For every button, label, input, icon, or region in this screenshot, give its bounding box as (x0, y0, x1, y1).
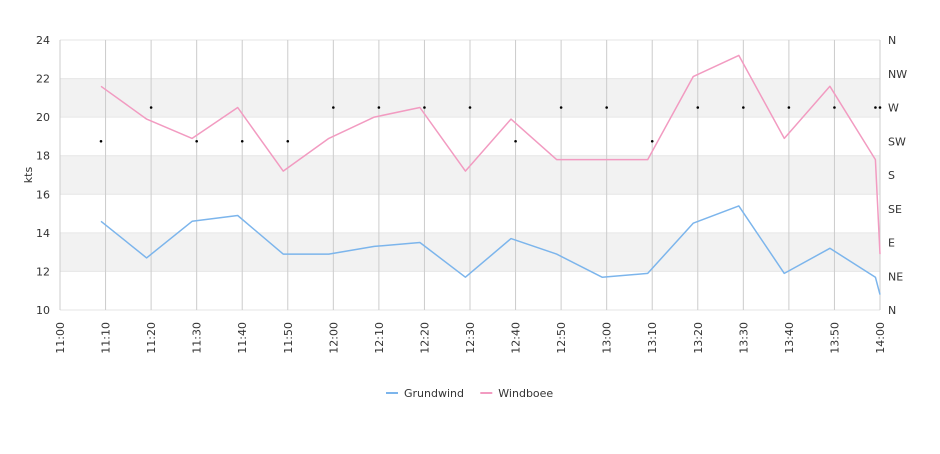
right-tick-label: SW (888, 135, 906, 148)
direction-marker (423, 106, 426, 109)
x-tick-label: 12:40 (510, 322, 523, 354)
legend: Grundwind Windboee (386, 387, 553, 400)
direction-marker (99, 139, 103, 143)
right-tick-label: W (888, 102, 899, 115)
x-axis-ticks: 11:00 11:10 11:20 11:30 11:40 11:50 12:00 12:10… (54, 322, 887, 354)
x-tick-label: 14:00 (874, 322, 887, 354)
x-tick-label: 12:10 (373, 322, 386, 354)
direction-marker (742, 106, 745, 109)
x-tick-label: 11:50 (282, 322, 295, 354)
x-tick-label: 11:40 (236, 322, 249, 354)
direction-marker (696, 106, 700, 109)
series-line-grundwind (100, 205, 881, 295)
y-tick-label: 12 (36, 265, 50, 278)
vertical-gridlines (59, 40, 881, 310)
y-tick-label: 20 (36, 111, 50, 124)
legend-label: Grundwind (404, 387, 464, 400)
right-axis-ticks: N NE E SE S SW W NW N (888, 34, 907, 317)
direction-marker (605, 106, 608, 109)
direction-marker (468, 106, 472, 109)
x-tick-label: 11:20 (145, 322, 158, 354)
direction-marker (332, 106, 335, 109)
right-tick-label: N (888, 34, 896, 47)
y-axis-label: kts (22, 167, 35, 184)
right-tick-label: NW (888, 68, 907, 81)
x-tick-label: 11:10 (100, 322, 113, 354)
legend-label: Windboee (498, 387, 553, 400)
right-tick-label: NE (888, 270, 903, 283)
direction-marker (833, 106, 836, 109)
x-tick-label: 11:30 (191, 322, 204, 354)
direction-marker (377, 106, 381, 109)
x-tick-label: 13:40 (783, 322, 796, 354)
direction-marker (559, 106, 563, 109)
direction-marker (514, 139, 517, 143)
x-tick-label: 12:20 (418, 322, 431, 354)
x-tick-label: 12:50 (555, 322, 568, 354)
direction-marker (149, 106, 153, 109)
x-tick-label: 12:30 (464, 322, 477, 354)
y-tick-label: 18 (36, 150, 50, 163)
series-lines (100, 54, 881, 295)
direction-marker (195, 139, 198, 143)
x-tick-label: 13:10 (646, 322, 659, 354)
direction-marker (878, 106, 882, 109)
x-tick-label: 13:00 (601, 322, 614, 354)
x-tick-label: 13:50 (828, 322, 841, 354)
y-tick-label: 10 (36, 304, 50, 317)
right-tick-label: S (888, 169, 895, 182)
direction-markers (99, 106, 882, 143)
y-tick-label: 24 (36, 34, 50, 47)
x-tick-label: 12:00 (327, 322, 340, 354)
x-tick-label: 13:20 (692, 322, 705, 354)
x-tick-label: 11:00 (54, 322, 67, 354)
y-tick-label: 16 (36, 188, 50, 201)
right-tick-label: N (888, 304, 896, 317)
right-tick-label: E (888, 237, 895, 250)
y-axis-ticks: 10 12 14 16 18 20 22 24 (36, 34, 50, 317)
series-line-windboee (100, 54, 881, 255)
direction-marker (787, 106, 791, 109)
y-tick-label: 22 (36, 73, 50, 86)
direction-marker (874, 106, 877, 109)
y-tick-label: 14 (36, 227, 50, 240)
direction-marker (650, 139, 654, 143)
right-tick-label: SE (888, 203, 902, 216)
direction-marker (240, 139, 244, 143)
x-tick-label: 13:30 (737, 322, 750, 354)
direction-marker (286, 139, 290, 143)
